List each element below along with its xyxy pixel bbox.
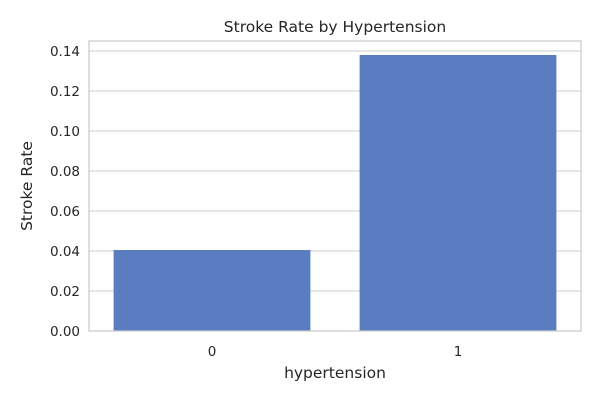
y-tick-label: 0.00 [50, 324, 80, 340]
x-axis-label: hypertension [284, 364, 386, 382]
plot-frame [88, 40, 582, 332]
x-tick-label: 1 [454, 344, 463, 360]
y-tick-label: 0.12 [50, 84, 80, 100]
y-tick-label: 0.04 [50, 244, 80, 260]
chart-title: Stroke Rate by Hypertension [224, 18, 446, 36]
bars [113, 55, 557, 331]
y-tick-labels: 0.00 0.02 0.04 0.06 0.08 0.10 0.12 0.14 [50, 44, 80, 340]
y-tick-label: 0.02 [50, 284, 80, 300]
y-tick-label: 0.06 [50, 204, 80, 220]
y-tick-label: 0.14 [50, 44, 80, 60]
y-axis-label: Stroke Rate [18, 141, 36, 231]
y-tick-label: 0.08 [50, 164, 80, 180]
bar-hypertension-0 [113, 250, 311, 331]
y-tick-label: 0.10 [50, 124, 80, 140]
bar-hypertension-1 [359, 55, 557, 331]
x-tick-label: 0 [208, 344, 217, 360]
